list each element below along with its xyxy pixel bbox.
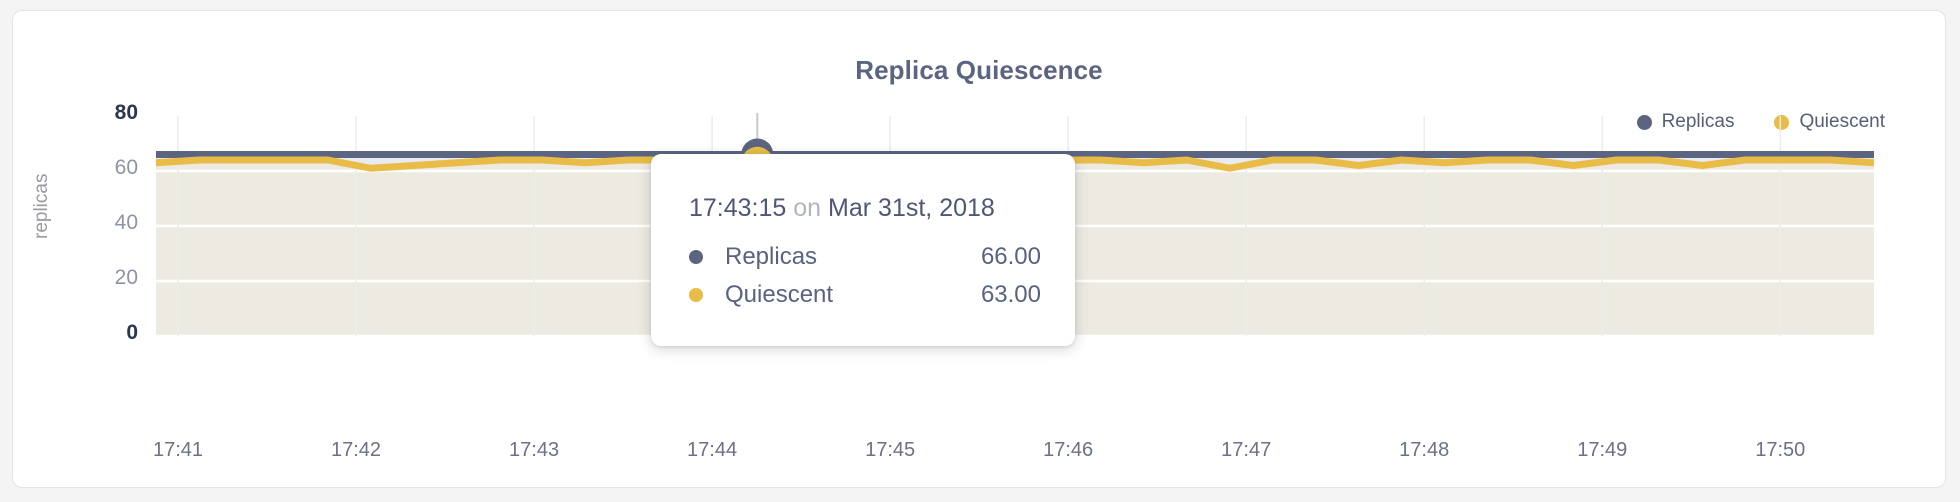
hover-tooltip: 17:43:15 on Mar 31st, 2018 Replicas 66.0… [651, 154, 1075, 346]
legend-item-replicas[interactable]: Replicas [1636, 111, 1735, 133]
y-axis-tick-label: 80 [114, 101, 138, 124]
x-axis-tick-label: 17:46 [1043, 439, 1094, 461]
x-axis-tick-label: 17:44 [687, 439, 738, 461]
chart-legend: Replicas Quiescent [1636, 111, 1885, 133]
y-axis-tick-label: 20 [114, 266, 138, 289]
x-axis-tick-label: 17:41 [152, 439, 204, 461]
series-swatch-icon [689, 288, 703, 302]
tooltip-series-value: 63.00 [980, 281, 1041, 308]
x-axis-tick-label: 17:49 [1577, 439, 1628, 461]
tooltip-time: 17:43:15 [689, 194, 787, 222]
chart-card: Replica Quiescence Replicas Quiescent re… [12, 10, 1946, 488]
y-axis-tick-label: 60 [114, 156, 138, 179]
tooltip-series-name: Quiescent [725, 281, 834, 308]
x-axis-tick-label: 17:50 [1755, 439, 1806, 461]
tooltip-date: Mar 31st, 2018 [828, 194, 995, 222]
x-axis-tick-label: 17:48 [1399, 439, 1450, 461]
legend-swatch-icon [1636, 114, 1652, 130]
tooltip-header: 17:43:15 on Mar 31st, 2018 [689, 194, 1041, 223]
legend-item-quiescent[interactable]: Quiescent [1774, 111, 1885, 133]
tooltip-row: Quiescent 63.00 [689, 281, 1041, 309]
legend-label: Replicas [1661, 111, 1735, 132]
x-axis-tick-label: 17:47 [1221, 439, 1272, 461]
x-axis-tick-label: 17:42 [330, 439, 382, 461]
page-title: Replica Quiescence [855, 55, 1103, 85]
series-swatch-icon [689, 250, 703, 264]
tooltip-row: Replicas 66.00 [689, 243, 1041, 271]
tooltip-series-name: Replicas [725, 243, 818, 270]
legend-label: Quiescent [1799, 111, 1885, 132]
y-axis-tick-label: 0 [126, 321, 138, 344]
x-axis-tick-label: 17:45 [865, 439, 916, 461]
legend-swatch-icon [1774, 114, 1790, 130]
y-axis-tick-label: 40 [114, 211, 138, 234]
x-axis-tick-label: 17:43 [509, 439, 560, 461]
tooltip-series-value: 66.00 [980, 243, 1041, 270]
tooltip-on-word: on [793, 194, 822, 222]
y-axis-ticks: 0 20 40 60 80 [23, 11, 138, 487]
